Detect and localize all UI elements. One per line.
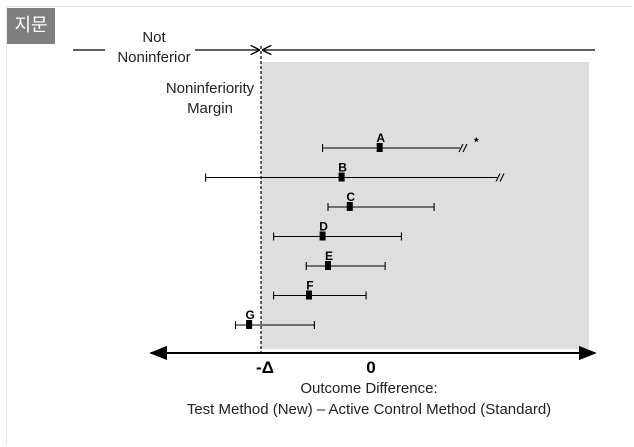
section-tag: 지문	[7, 8, 55, 44]
point-estimate	[325, 261, 331, 270]
asterisk-mark: *	[474, 135, 479, 149]
point-estimate	[305, 290, 312, 300]
point-estimate	[376, 143, 383, 152]
interval-g: G	[234, 308, 315, 329]
interval-a: A *	[322, 131, 479, 153]
point-estimate	[338, 172, 345, 182]
tick-label: 0	[366, 358, 375, 377]
x-axis-title-2: Test Method (New) – Active Control Metho…	[187, 401, 551, 418]
axis-ticks: -Δ 0	[256, 358, 376, 377]
interval-label: G	[245, 308, 254, 322]
noninferior-region	[261, 62, 589, 349]
x-axis-title-1: Outcome Difference:	[300, 380, 437, 397]
interval-label: A	[376, 131, 385, 145]
interval-label: C	[346, 190, 355, 204]
point-estimate	[346, 202, 353, 211]
tick-label: -Δ	[256, 358, 274, 377]
not-noninferior-label-2: Noninferior	[117, 49, 190, 66]
interval-break-mark	[495, 173, 505, 182]
interval-e: E	[305, 249, 386, 270]
interval-label: B	[338, 161, 347, 175]
interval-f: F	[273, 279, 367, 300]
interval-label: E	[325, 249, 333, 263]
margin-label-2: Margin	[187, 100, 233, 117]
content-frame	[6, 6, 632, 445]
interval-d: D	[273, 220, 402, 241]
interval-c: C	[327, 190, 435, 211]
label-bg	[105, 40, 195, 62]
interval-b: B	[205, 161, 505, 182]
interval-label: F	[306, 279, 313, 293]
interval-label: D	[319, 220, 328, 234]
point-estimate	[246, 320, 253, 329]
not-noninferior-label-1: Not	[142, 29, 166, 46]
interval-break-mark	[458, 143, 468, 153]
margin-label-1: Noninferiority	[166, 80, 255, 97]
point-estimate	[319, 231, 326, 241]
